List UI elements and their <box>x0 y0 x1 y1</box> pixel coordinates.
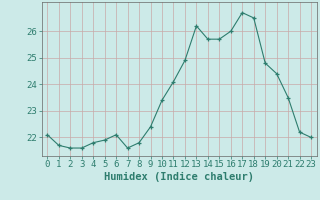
X-axis label: Humidex (Indice chaleur): Humidex (Indice chaleur) <box>104 172 254 182</box>
